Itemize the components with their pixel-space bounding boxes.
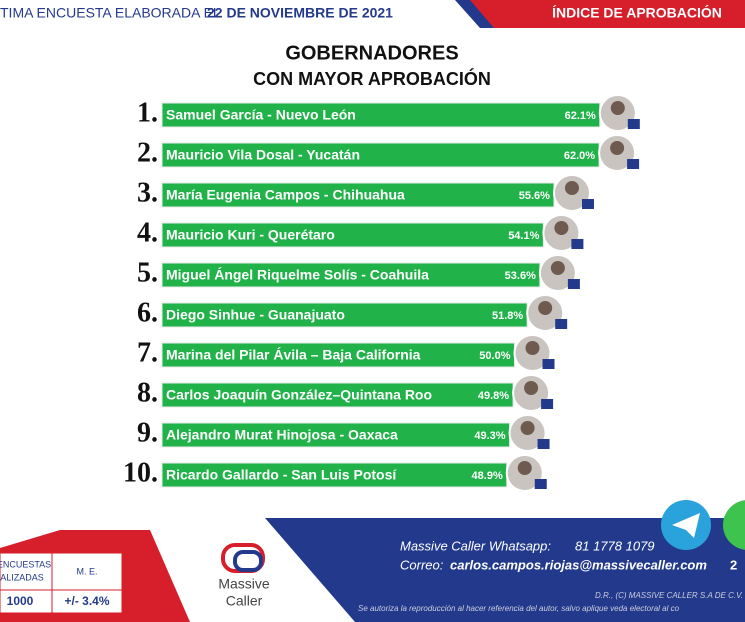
value-label: 49.3%: [474, 430, 505, 442]
whatsapp: 81 1778 1079: [575, 538, 655, 553]
avatar-head: [554, 221, 569, 235]
table-cell: 1000: [7, 594, 34, 608]
table-header: ENCUESTAS: [0, 559, 51, 569]
party-logo: [627, 159, 640, 169]
bar-label: Diego Sinhue - Guanajuato: [166, 307, 345, 323]
bar-label: Mauricio Kuri - Querétaro: [166, 227, 335, 243]
bar: [161, 422, 511, 448]
value-label: 53.6%: [505, 270, 536, 282]
avatar-head: [525, 341, 540, 355]
chart-subtitle: CON MAYOR APROBACIÓN: [253, 68, 491, 89]
bar-label: Ricardo Gallardo - San Luis Potosí: [166, 467, 397, 483]
bar-label: Miguel Ángel Riquelme Solís - Coahuila: [166, 267, 429, 283]
rank: 1.: [137, 97, 158, 128]
chart-title: GOBERNADORES: [285, 42, 458, 64]
avatar-head: [550, 261, 565, 275]
party-logo: [571, 239, 584, 249]
table-header: ALIZADAS: [0, 572, 44, 582]
value-label: 51.8%: [492, 310, 523, 322]
disclaimer: Se autoriza la reproducción al hacer ref…: [358, 604, 680, 613]
bar: [161, 382, 514, 408]
email: carlos.campos.riojas@massivecaller.com: [450, 557, 707, 572]
rank: 2.: [137, 137, 158, 168]
bar-label: Marina del Pilar Ávila – Baja California: [166, 347, 421, 363]
party-logo: [555, 319, 568, 329]
bar-label: Mauricio Vila Dosal - Yucatán: [166, 147, 360, 163]
rank: 4.: [137, 217, 158, 248]
value-label: 55.6%: [519, 190, 550, 202]
party-logo: [567, 279, 580, 289]
email-label: Correo:: [400, 557, 444, 572]
party-logo: [627, 119, 640, 129]
bar: [161, 182, 555, 208]
party-logo: [537, 439, 550, 449]
rank: 8.: [137, 377, 158, 408]
bar-label: Carlos Joaquín González–Quintana Roo: [166, 387, 432, 403]
survey-prefix: TIMA ENCUESTA ELABORADA EL: [0, 5, 221, 21]
logo-text: Massive: [218, 576, 270, 592]
logo-text: Caller: [226, 593, 263, 609]
bar-label: María Eugenia Campos - Chihuahua: [166, 187, 405, 203]
value-label: 62.1%: [565, 110, 596, 122]
rank: 7.: [137, 337, 158, 368]
value-label: 49.8%: [478, 390, 509, 402]
party-logo: [581, 199, 594, 209]
party-logo: [534, 479, 547, 489]
value-label: 62.0%: [564, 150, 595, 162]
bar: [161, 102, 601, 128]
rights: D.R., (C) MASSIVE CALLER S.A DE C.V.: [595, 591, 743, 600]
telegram-icon: [672, 513, 700, 538]
section-title: ÍNDICE DE APROBACIÓN: [552, 4, 722, 21]
survey-date: 22 DE NOVIEMBRE DE 2021: [207, 5, 393, 21]
bar: [161, 302, 528, 328]
header-band: [462, 0, 745, 28]
avatar-head: [517, 461, 532, 475]
badge: 2: [730, 557, 737, 572]
whatsapp-label: Massive Caller Whatsapp:: [400, 538, 551, 553]
rank: 10.: [123, 457, 158, 488]
header-left: [0, 0, 470, 28]
avatar-head: [610, 141, 625, 155]
rank: 9.: [137, 417, 158, 448]
avatar-head: [520, 421, 535, 435]
bar-label: Samuel García - Nuevo León: [166, 107, 356, 123]
rank: 6.: [137, 297, 158, 328]
bar: [161, 142, 600, 168]
avatar-head: [524, 381, 539, 395]
table-cell: +/- 3.4%: [64, 594, 109, 608]
value-label: 54.1%: [508, 230, 539, 242]
footer-blue: [265, 518, 745, 622]
avatar-head: [610, 101, 625, 115]
party-logo: [542, 359, 555, 369]
rank: 5.: [137, 257, 158, 288]
rank: 3.: [137, 177, 158, 208]
bar-label: Alejandro Murat Hinojosa - Oaxaca: [166, 427, 398, 443]
table-header: M. E.: [76, 566, 97, 576]
value-label: 48.9%: [472, 470, 503, 482]
header-stripe: [455, 0, 494, 28]
value-label: 50.0%: [479, 350, 510, 362]
party-logo: [541, 399, 554, 409]
bar: [161, 462, 508, 488]
whatsapp-icon: [723, 500, 745, 550]
bar: [161, 262, 541, 288]
avatar-head: [564, 181, 579, 195]
logo-icon: [233, 550, 263, 572]
stats-table: [0, 552, 123, 614]
avatar-head: [538, 301, 553, 315]
